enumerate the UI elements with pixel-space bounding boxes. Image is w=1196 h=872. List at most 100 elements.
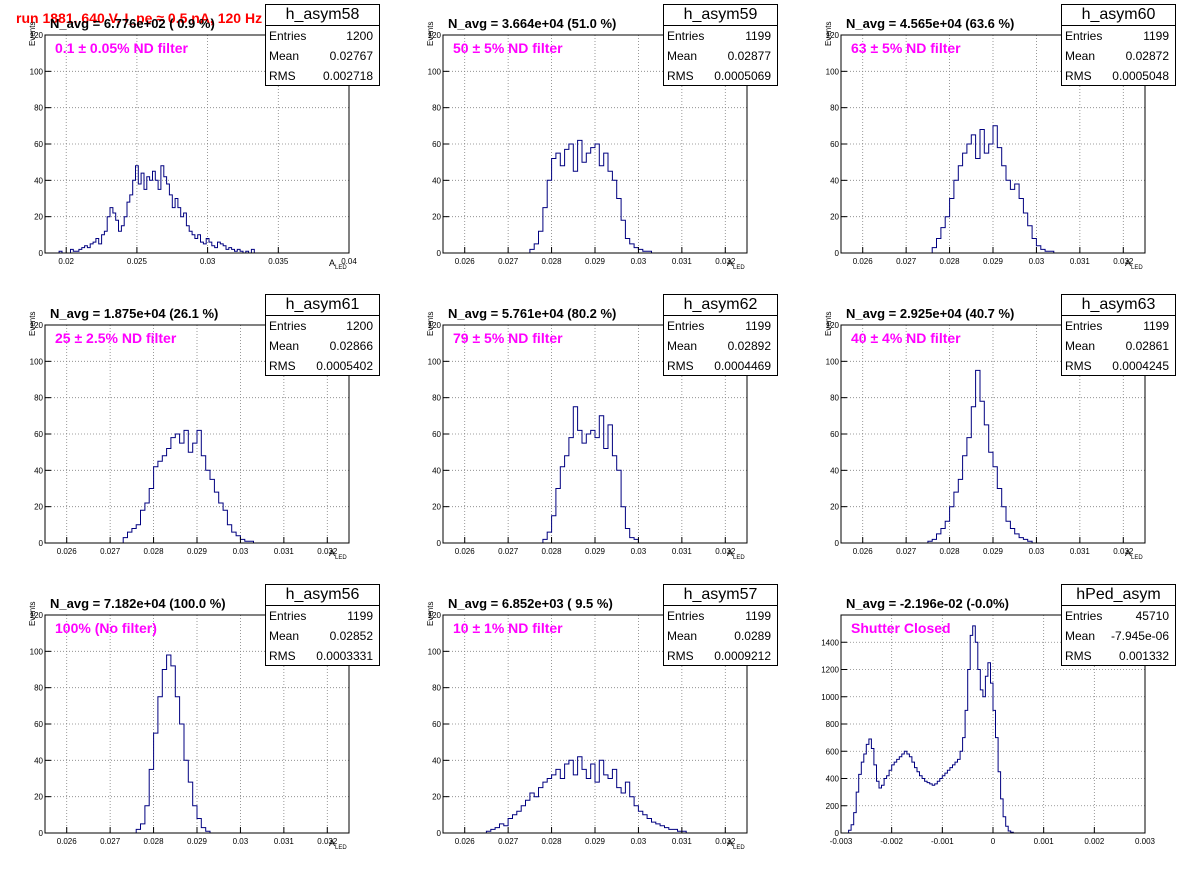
x-tick-label: 0.029 xyxy=(983,547,1004,556)
stats-row-entries: Entries 1200 xyxy=(266,26,379,46)
stats-label-entries: Entries xyxy=(667,29,705,43)
y-tick-label: 800 xyxy=(826,720,840,729)
y-tick-label: 40 xyxy=(432,466,441,475)
stats-row-entries: Entries 1199 xyxy=(664,606,777,626)
y-tick-label: 20 xyxy=(830,213,839,222)
x-tick-label: 0.031 xyxy=(672,837,693,846)
navg-label: N_avg = 1.875e+04 (26.1 %) xyxy=(50,306,219,321)
y-tick-label: 1200 xyxy=(821,666,839,675)
histogram-series xyxy=(931,125,1055,253)
stats-label-mean: Mean xyxy=(667,629,698,643)
x-tick-label: 0.032 xyxy=(317,837,338,846)
histogram-panel-h_asym63: 0.026 0.027 0.028 0.029 0.03 0.031 0.032 0 20 40 6… xyxy=(796,290,1186,575)
y-tick-label: 60 xyxy=(432,720,441,729)
x-tick-label: 0.026 xyxy=(455,837,476,846)
stats-label-rms: RMS xyxy=(1065,649,1092,663)
stats-value-entries: 1199 xyxy=(347,609,373,623)
stats-row-mean: Mean 0.02861 xyxy=(1062,336,1175,356)
y-tick-label: 0 xyxy=(437,539,442,548)
filter-label: Shutter Closed xyxy=(851,620,951,636)
stats-value-rms: 0.001332 xyxy=(1118,649,1169,663)
stats-value-mean: 0.02872 xyxy=(1125,49,1169,63)
stats-row-entries: Entries 1200 xyxy=(266,316,379,336)
x-tick-label: -0.003 xyxy=(830,837,853,846)
y-tick-label: 80 xyxy=(432,394,441,403)
stats-label-entries: Entries xyxy=(667,319,705,333)
x-axis-label-sub: LED xyxy=(1131,264,1143,271)
stats-value-rms: 0.0004469 xyxy=(714,359,771,373)
filter-label: 0.1 ± 0.05% ND filter xyxy=(55,40,188,56)
filter-label: 100% (No filter) xyxy=(55,620,157,636)
y-tick-label: 40 xyxy=(34,466,43,475)
x-axis-label-sub: LED xyxy=(335,264,347,271)
x-axis-label: ALED xyxy=(727,258,745,271)
stats-box: h_asym60 Entries 1199 Mean 0.02872 RMS 0.00050… xyxy=(1061,4,1176,86)
y-tick-label: 100 xyxy=(30,67,44,76)
stats-label-entries: Entries xyxy=(269,609,307,623)
stats-value-entries: 1199 xyxy=(745,609,771,623)
x-tick-label: 0.026 xyxy=(455,257,476,266)
y-tick-label: 80 xyxy=(830,394,839,403)
x-tick-label: 0.026 xyxy=(455,547,476,556)
x-tick-label: 0.03 xyxy=(233,547,249,556)
navg-label: N_avg = 7.182e+04 (100.0 %) xyxy=(50,596,226,611)
stats-row-mean: Mean -7.945e-06 xyxy=(1062,626,1175,646)
x-tick-label: 0.029 xyxy=(187,547,208,556)
y-tick-label: 400 xyxy=(826,775,840,784)
x-tick-label: 0.027 xyxy=(100,547,121,556)
y-axis-label: Events xyxy=(28,21,37,46)
stats-title: h_asym56 xyxy=(266,585,379,606)
histogram-series xyxy=(542,406,639,543)
stats-value-mean: -7.945e-06 xyxy=(1110,629,1169,643)
stats-value-entries: 1199 xyxy=(745,29,771,43)
y-tick-label: 60 xyxy=(432,140,441,149)
stats-value-entries: 1200 xyxy=(346,319,373,333)
x-tick-label: 0.032 xyxy=(1113,257,1134,266)
y-tick-label: 40 xyxy=(830,176,839,185)
navg-label: N_avg = 2.925e+04 (40.7 %) xyxy=(846,306,1015,321)
x-axis-label-sub: LED xyxy=(733,844,745,851)
x-axis-label-main: A xyxy=(1125,548,1132,558)
x-tick-label: 0 xyxy=(991,837,996,846)
x-tick-label: -0.002 xyxy=(880,837,903,846)
y-tick-label: 0 xyxy=(835,539,840,548)
stats-label-entries: Entries xyxy=(269,319,307,333)
y-tick-label: 0 xyxy=(437,829,442,838)
stats-label-rms: RMS xyxy=(269,359,296,373)
y-tick-label: 120 xyxy=(826,321,840,330)
y-tick-label: 1400 xyxy=(821,638,839,647)
histogram-series xyxy=(122,429,254,543)
stats-title: hPed_asym xyxy=(1062,585,1175,606)
x-tick-label: 0.027 xyxy=(498,257,519,266)
histogram-plot: -0.003 -0.002 -0.001 0 0.001 0.002 0.003 0 200 40… xyxy=(821,614,1156,846)
stats-value-mean: 0.02892 xyxy=(727,339,771,353)
stats-row-rms: RMS 0.0004245 xyxy=(1062,356,1175,376)
stats-row-rms: RMS 0.0005048 xyxy=(1062,66,1175,86)
y-tick-label: 100 xyxy=(428,357,442,366)
x-tick-label: 0.031 xyxy=(672,547,693,556)
stats-label-mean: Mean xyxy=(1065,629,1096,643)
stats-row-mean: Mean 0.02767 xyxy=(266,46,379,66)
x-axis-label: ALED xyxy=(727,548,745,561)
x-axis-label: ALED xyxy=(329,548,347,561)
histogram-series xyxy=(529,139,652,253)
filter-label: 10 ± 1% ND filter xyxy=(453,620,563,636)
y-tick-label: 40 xyxy=(432,176,441,185)
y-tick-label: 20 xyxy=(34,793,43,802)
x-tick-label: 0.028 xyxy=(542,837,563,846)
stats-row-entries: Entries 1199 xyxy=(1062,316,1175,336)
y-tick-label: 60 xyxy=(432,430,441,439)
stats-label-entries: Entries xyxy=(1065,609,1103,623)
x-tick-label: 0.028 xyxy=(542,257,563,266)
stats-value-rms: 0.0005069 xyxy=(714,69,771,83)
stats-value-mean: 0.02866 xyxy=(329,339,373,353)
stats-row-mean: Mean 0.0289 xyxy=(664,626,777,646)
histogram-panel-h_asym56: 0.026 0.027 0.028 0.029 0.03 0.031 0.032 0 20 40 6… xyxy=(0,580,390,865)
x-tick-label: 0.029 xyxy=(983,257,1004,266)
stats-label-rms: RMS xyxy=(269,69,296,83)
x-tick-label: 0.032 xyxy=(715,547,736,556)
y-tick-label: 120 xyxy=(428,611,442,620)
y-axis-label: Events xyxy=(824,311,833,336)
stats-row-mean: Mean 0.02852 xyxy=(266,626,379,646)
navg-label: N_avg = 4.565e+04 (63.6 %) xyxy=(846,16,1015,31)
